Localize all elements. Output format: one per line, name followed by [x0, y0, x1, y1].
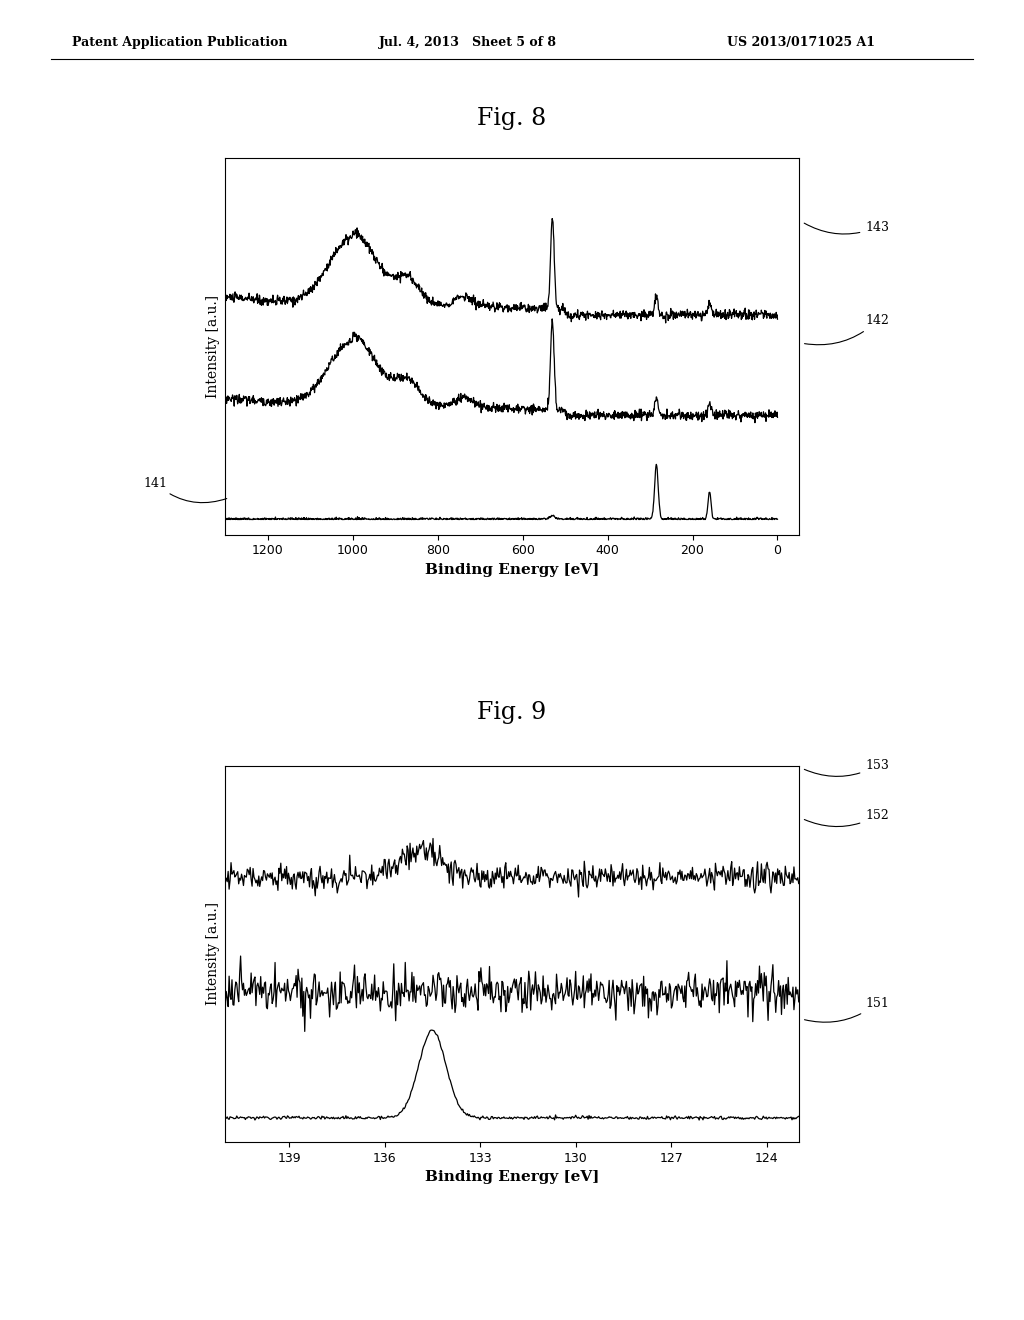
Text: 142: 142 — [805, 314, 889, 345]
Text: 153: 153 — [804, 759, 889, 776]
Text: US 2013/0171025 A1: US 2013/0171025 A1 — [727, 36, 876, 49]
X-axis label: Binding Energy [eV]: Binding Energy [eV] — [425, 562, 599, 577]
Y-axis label: Intensity [a.u.]: Intensity [a.u.] — [206, 902, 220, 1006]
Text: 152: 152 — [804, 809, 889, 826]
Text: 141: 141 — [143, 477, 226, 503]
X-axis label: Binding Energy [eV]: Binding Energy [eV] — [425, 1170, 599, 1184]
Y-axis label: Intensity [a.u.]: Intensity [a.u.] — [206, 294, 220, 399]
Text: Patent Application Publication: Patent Application Publication — [72, 36, 287, 49]
Text: Jul. 4, 2013   Sheet 5 of 8: Jul. 4, 2013 Sheet 5 of 8 — [379, 36, 557, 49]
Text: Fig. 9: Fig. 9 — [477, 701, 547, 725]
Text: 151: 151 — [805, 997, 889, 1022]
Text: Fig. 8: Fig. 8 — [477, 107, 547, 131]
Text: 143: 143 — [804, 220, 889, 234]
